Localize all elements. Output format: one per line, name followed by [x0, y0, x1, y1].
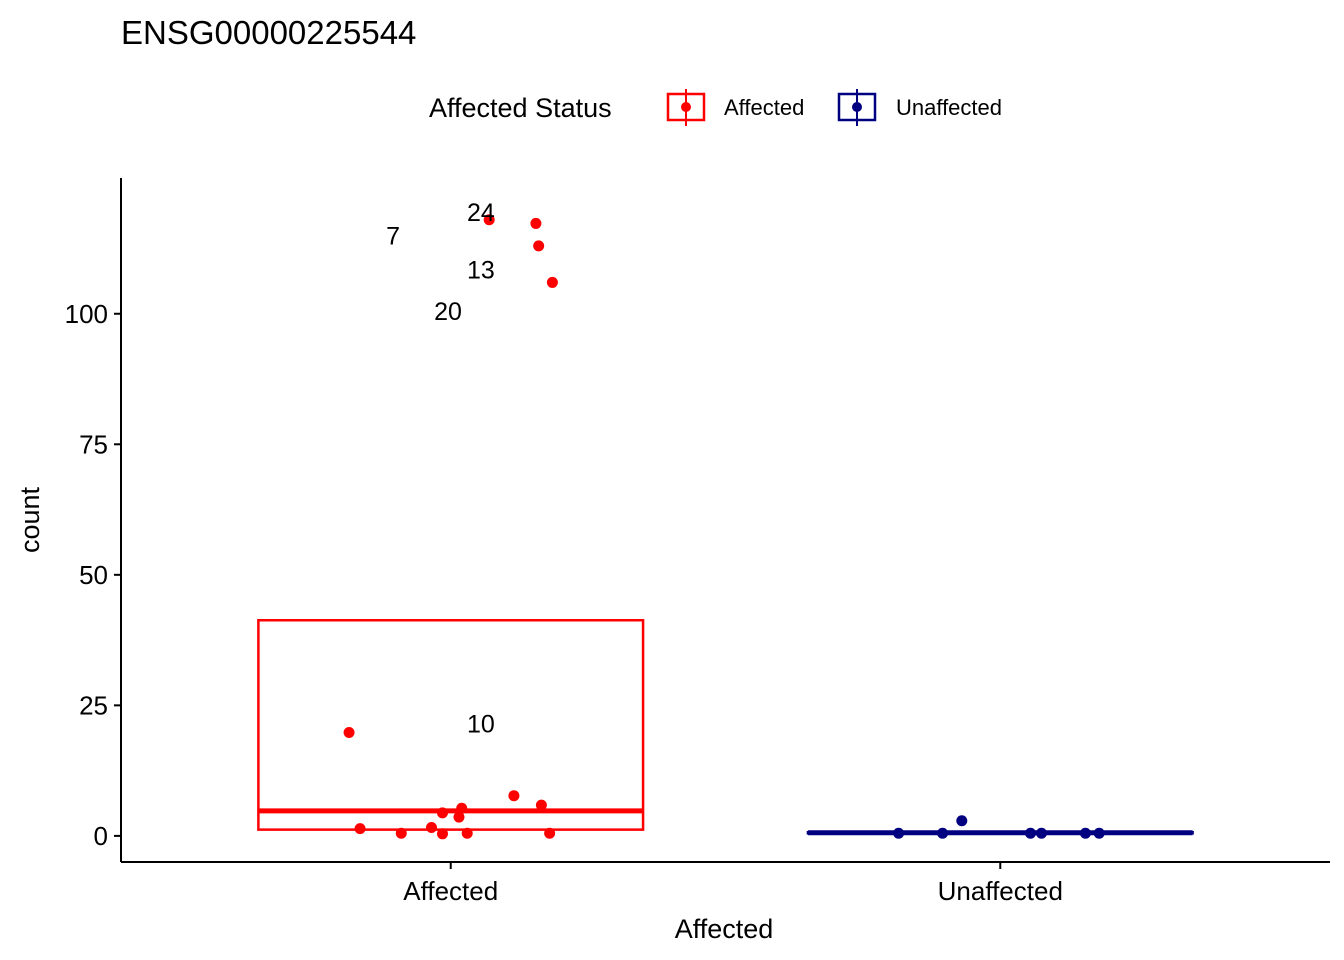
data-point-unaffected	[1024, 827, 1036, 839]
data-point-unaffected	[937, 827, 949, 839]
data-point-affected	[436, 828, 448, 840]
data-point-affected	[395, 827, 407, 839]
y-tick-label: 25	[79, 690, 108, 720]
legend: Affected Status Affected Unaffected	[429, 89, 1002, 126]
legend-label-affected: Affected	[724, 95, 804, 120]
data-point-affected	[456, 802, 468, 814]
chart-title: ENSG00000225544	[121, 14, 416, 51]
data-point-affected	[535, 799, 547, 811]
data-point-affected	[544, 827, 556, 839]
x-axis-title: Affected	[675, 914, 774, 944]
data-point-affected	[436, 807, 448, 819]
data-point-affected	[354, 823, 366, 835]
data-point-affected	[508, 790, 520, 802]
data-point-unaffected	[1093, 827, 1105, 839]
data-point-affected	[483, 214, 495, 226]
y-tick-label: 100	[65, 299, 108, 329]
point-label: 24	[467, 199, 495, 227]
data-point-affected	[343, 727, 355, 739]
box-affected	[257, 619, 645, 831]
data-point-affected	[546, 276, 558, 288]
data-point-unaffected	[893, 827, 905, 839]
y-axis-title: count	[15, 486, 45, 553]
data-point-affected	[530, 217, 542, 229]
y-tick-label: 75	[79, 429, 108, 459]
data-point-unaffected	[1079, 827, 1091, 839]
legend-title: Affected Status	[429, 93, 612, 123]
point-label: 10	[467, 711, 495, 739]
legend-key-unaffected	[837, 89, 877, 126]
x-tick-label: Unaffected	[938, 876, 1063, 906]
point-label: 20	[434, 298, 462, 326]
y-tick-label: 0	[94, 821, 108, 851]
data-point-affected	[461, 827, 473, 839]
legend-key-affected	[666, 89, 706, 126]
data-point-affected	[453, 811, 465, 823]
data-point-affected	[425, 822, 437, 834]
data-point-unaffected	[1035, 827, 1047, 839]
point-label: 13	[467, 256, 495, 284]
point-label: 7	[386, 222, 400, 250]
legend-label-unaffected: Unaffected	[896, 95, 1002, 120]
x-tick-label: Affected	[403, 876, 498, 906]
y-tick-label: 50	[79, 560, 108, 590]
data-point-affected	[533, 240, 545, 252]
data-point-unaffected	[956, 815, 968, 827]
